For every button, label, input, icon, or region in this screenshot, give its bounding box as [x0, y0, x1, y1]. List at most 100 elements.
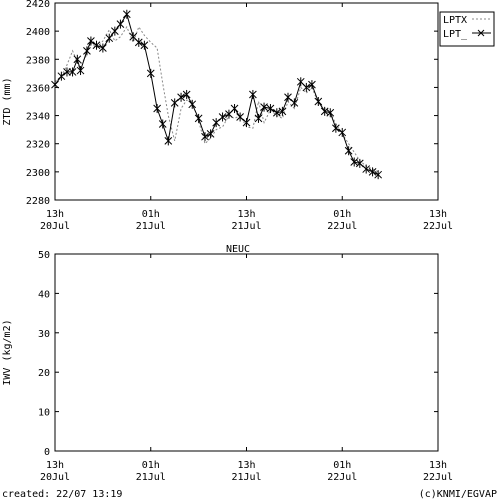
y-axis-label: IWV (kg/m2): [2, 319, 13, 385]
ztd-chart: 2280230023202340236023802400242013h20Jul…: [2, 0, 495, 232]
station-title: NEUC: [226, 244, 250, 255]
y-tick-label: 2360: [26, 83, 50, 94]
x-tick-label-time: 13h: [46, 209, 64, 220]
data-point: [206, 129, 215, 139]
data-point: [63, 67, 71, 77]
data-point: [122, 9, 131, 19]
legend: [439, 11, 495, 47]
data-point: [164, 136, 173, 146]
data-point: [278, 106, 287, 116]
data-point: [76, 66, 85, 76]
data-point: [182, 89, 191, 99]
data-point: [68, 67, 77, 77]
y-tick-label: 20: [38, 368, 50, 379]
data-point: [332, 123, 340, 133]
x-tick-label-time: 13h: [237, 209, 255, 220]
data-point: [87, 36, 95, 46]
data-point: [134, 37, 143, 47]
y-tick-label: 40: [38, 289, 50, 300]
data-point: [344, 146, 353, 156]
data-point: [290, 98, 299, 108]
iwv-chart: 0102030405013h20Jul01h21Jul13h21Jul01h22…: [2, 250, 453, 483]
y-tick-label: 2320: [26, 140, 50, 151]
x-tick-label-date: 22Jul: [327, 221, 357, 232]
data-point: [140, 40, 149, 50]
data-point: [73, 54, 82, 64]
data-point: [51, 80, 59, 90]
y-tick-label: 50: [38, 250, 50, 261]
x-tick-label-date: 20Jul: [40, 472, 70, 483]
data-point: [320, 106, 329, 116]
data-point: [194, 113, 203, 123]
data-point: [362, 164, 371, 174]
footer-credit: (c)KNMI/EGVAP: [419, 489, 497, 500]
data-point: [338, 127, 347, 137]
data-point: [266, 104, 275, 114]
series-line-LPT_: [54, 13, 379, 176]
data-point: [218, 112, 227, 122]
x-tick-label-date: 21Jul: [231, 472, 261, 483]
data-point: [170, 98, 179, 108]
plot-frame: [54, 2, 439, 201]
data-point: [284, 92, 292, 102]
data-point: [92, 40, 101, 50]
data-point: [57, 71, 66, 81]
data-point: [83, 46, 91, 56]
data-point: [146, 68, 155, 78]
x-tick-label-time: 13h: [237, 460, 255, 471]
x-tick-label-date: 21Jul: [136, 221, 166, 232]
y-tick-label: 10: [38, 408, 50, 419]
x-tick-label-time: 01h: [142, 209, 160, 220]
data-point: [308, 80, 316, 90]
data-point: [355, 158, 364, 168]
data-point: [368, 167, 377, 177]
data-point: [158, 119, 167, 129]
plot-frame: [54, 253, 439, 452]
y-tick-label: 2280: [26, 196, 50, 207]
data-point: [272, 108, 281, 118]
x-tick-label-date: 21Jul: [136, 472, 166, 483]
x-tick-label-date: 21Jul: [231, 221, 261, 232]
data-point: [230, 104, 239, 114]
x-tick-label-date: 22Jul: [423, 472, 453, 483]
x-tick-label-date: 22Jul: [423, 221, 453, 232]
data-point: [212, 118, 221, 128]
data-point: [350, 157, 359, 167]
x-tick-label-time: 01h: [142, 460, 160, 471]
x-tick-label-time: 13h: [429, 460, 447, 471]
y-tick-label: 2420: [26, 0, 50, 10]
data-point: [302, 82, 311, 92]
data-point: [242, 118, 251, 128]
data-point: [201, 132, 209, 142]
y-tick-label: 2380: [26, 55, 50, 66]
x-tick-label-time: 13h: [429, 209, 447, 220]
y-tick-label: 30: [38, 329, 50, 340]
data-point: [249, 89, 257, 99]
x-tick-label-time: 13h: [46, 460, 64, 471]
data-point: [105, 33, 114, 43]
y-axis-label: ZTD (mm): [2, 77, 13, 125]
y-tick-label: 2340: [26, 112, 50, 123]
x-tick-label-date: 20Jul: [40, 221, 70, 232]
x-tick-label-time: 01h: [333, 460, 351, 471]
data-point: [99, 43, 107, 53]
data-point: [374, 170, 383, 180]
data-point: [153, 104, 161, 114]
y-tick-label: 2300: [26, 168, 50, 179]
footer-created: created: 22/07 13:19: [2, 489, 122, 500]
data-point: [236, 112, 244, 122]
data-point: [260, 102, 268, 112]
data-point: [177, 92, 185, 102]
legend-label: LPTX: [443, 15, 467, 26]
data-point: [116, 19, 125, 29]
data-point: [326, 108, 335, 118]
y-tick-label: 0: [44, 447, 50, 458]
x-tick-label-time: 01h: [333, 209, 351, 220]
data-point: [314, 97, 323, 106]
legend-label: LPT_: [443, 29, 468, 40]
y-tick-label: 2400: [26, 27, 50, 38]
data-point: [188, 99, 197, 109]
x-tick-label-date: 22Jul: [327, 472, 357, 483]
data-point: [254, 113, 263, 123]
